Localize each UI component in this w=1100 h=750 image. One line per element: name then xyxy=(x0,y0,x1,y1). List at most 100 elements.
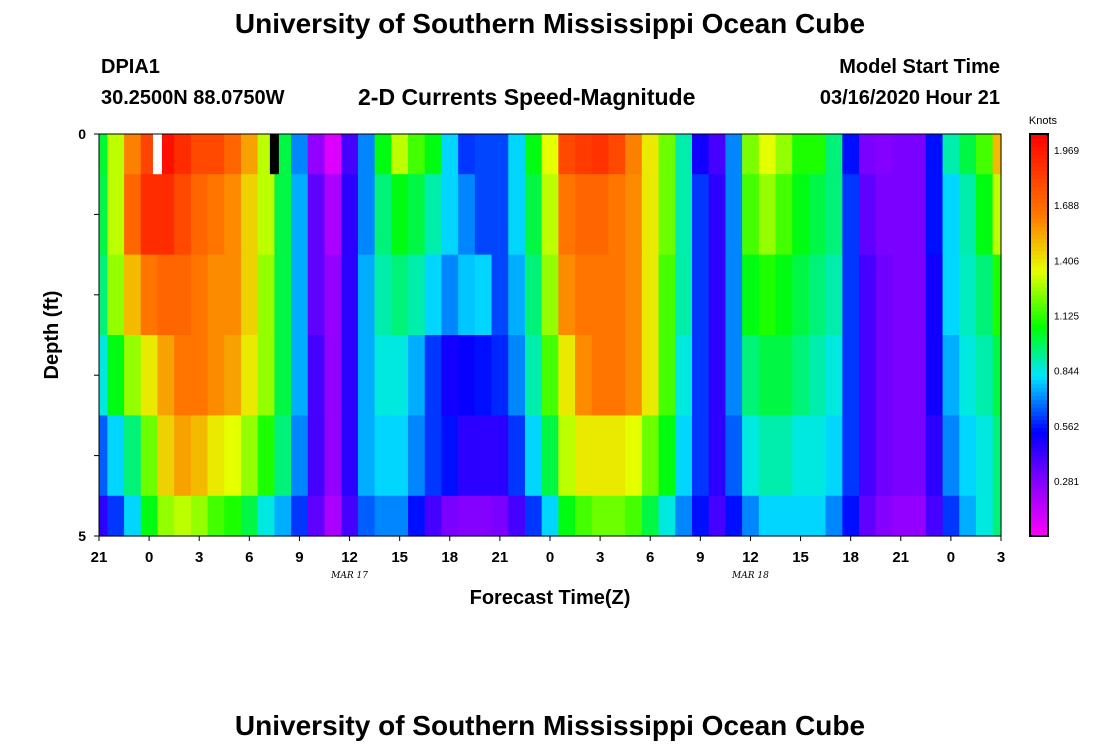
heatmap-cell xyxy=(775,415,793,497)
heatmap-cell xyxy=(140,254,159,336)
heatmap-cell xyxy=(257,174,275,256)
heatmap-cell xyxy=(675,495,693,537)
colorbar-segment xyxy=(1030,359,1048,364)
heatmap-cell xyxy=(408,495,426,537)
colorbar-segment xyxy=(1030,527,1048,533)
heatmap-cell xyxy=(909,174,927,256)
heatmap-cell xyxy=(190,174,209,256)
heatmap-cell xyxy=(775,254,793,336)
heatmap-cell xyxy=(975,134,994,175)
x-tick-label: 0 xyxy=(947,549,955,566)
colorbar-segment xyxy=(1030,138,1048,143)
heatmap-cell xyxy=(875,495,894,537)
heatmap-cell xyxy=(608,335,626,416)
heatmap-cell xyxy=(808,134,827,175)
heatmap-cell xyxy=(691,134,710,175)
heatmap-cell xyxy=(691,174,710,256)
colorbar-segment xyxy=(1030,162,1048,167)
x-tick-label: 12 xyxy=(341,549,358,566)
heatmap-cell xyxy=(274,254,292,336)
heatmap-cell xyxy=(190,134,209,175)
heatmap-cell xyxy=(992,495,1002,537)
heatmap-cell xyxy=(190,415,209,497)
colorbar-segment xyxy=(1030,266,1048,272)
heatmap-cell xyxy=(491,415,509,497)
colorbar-segment xyxy=(1030,194,1048,199)
colorbar-segment xyxy=(1030,326,1048,332)
heatmap-cell xyxy=(742,254,760,336)
heatmap-cell xyxy=(591,254,610,336)
colorbar-segment xyxy=(1030,178,1048,183)
heatmap-cell xyxy=(658,174,676,256)
heatmap-cell xyxy=(391,134,409,175)
x-tick-label: 6 xyxy=(245,549,253,566)
heatmap-cell xyxy=(591,495,610,537)
x-tick-label: 3 xyxy=(997,549,1005,566)
heatmap-cell xyxy=(341,134,359,175)
colorbar-segment xyxy=(1030,234,1048,240)
heatmap-cell xyxy=(291,174,309,256)
colorbar-segment xyxy=(1030,270,1048,276)
heatmap-cell xyxy=(758,495,777,537)
colorbar-segment xyxy=(1030,519,1048,525)
heatmap-cell xyxy=(975,335,994,416)
heatmap-cell xyxy=(859,254,877,336)
heatmap-cell xyxy=(207,495,225,537)
colorbar-segment xyxy=(1030,467,1048,473)
heatmap-cell xyxy=(842,335,860,416)
colorbar-segment xyxy=(1030,218,1048,224)
heatmap-cell xyxy=(725,495,743,537)
y-tick-label: 5 xyxy=(78,528,86,544)
colorbar-segment xyxy=(1030,202,1048,207)
heatmap-cell xyxy=(224,495,242,537)
heatmap-cell xyxy=(708,335,726,416)
heatmap-cell xyxy=(625,415,643,497)
heatmap-cell xyxy=(99,254,108,336)
heatmap-cell xyxy=(892,335,910,416)
y-tick-label: 0 xyxy=(78,126,86,142)
heatmap-cell xyxy=(391,495,409,537)
top-title: University of Southern Mississippi Ocean… xyxy=(234,8,866,39)
colorbar-segment xyxy=(1030,427,1048,433)
colorbar-tick-label: 0.562 xyxy=(1054,422,1079,433)
heatmap-cell xyxy=(190,254,209,336)
heatmap-cell xyxy=(524,134,543,175)
heatmap-cell xyxy=(591,174,610,256)
heatmap-cell xyxy=(174,335,192,416)
heatmap-cell xyxy=(575,134,593,175)
chart-subtitle: 2-D Currents Speed-Magnitude xyxy=(358,84,696,110)
heatmap-cell xyxy=(859,495,877,537)
colorbar-segment xyxy=(1030,403,1048,408)
heatmap-cell xyxy=(842,495,860,537)
heatmap-cell xyxy=(925,495,944,537)
heatmap-cell xyxy=(825,495,843,537)
colorbar-segment xyxy=(1030,343,1048,348)
x-tick-label: 3 xyxy=(195,549,203,566)
heatmap-cell xyxy=(324,254,342,336)
colorbar: 0.281 0.562 0.844 1.125 1.406 1.688 1.969 xyxy=(1029,133,1079,537)
heatmap-cell xyxy=(892,415,910,497)
x-tick-label: 15 xyxy=(391,549,408,566)
heatmap-cell xyxy=(575,415,593,497)
heatmap-cell xyxy=(959,134,977,175)
heatmap-cell xyxy=(441,174,459,256)
heatmap-cell xyxy=(240,134,259,175)
colorbar-segment xyxy=(1030,431,1048,437)
heatmap-cell xyxy=(99,335,108,416)
x-tick-label: 21 xyxy=(492,549,509,566)
x-tick-label: 21 xyxy=(91,549,108,566)
heatmap-cell xyxy=(190,335,209,416)
heatmap-cell xyxy=(291,134,309,175)
colorbar-segment xyxy=(1030,455,1048,461)
heatmap-cell xyxy=(641,174,660,256)
colorbar-segment xyxy=(1030,146,1048,151)
heatmap-cell xyxy=(157,174,175,256)
heatmap-cell xyxy=(140,174,159,256)
heatmap-cell xyxy=(474,415,493,497)
heatmap-cell xyxy=(842,415,860,497)
heatmap-cell xyxy=(524,495,543,537)
colorbar-segment xyxy=(1030,511,1048,517)
heatmap-cell xyxy=(558,415,576,497)
heatmap-cell xyxy=(458,415,476,497)
heatmap-cell xyxy=(641,134,660,175)
